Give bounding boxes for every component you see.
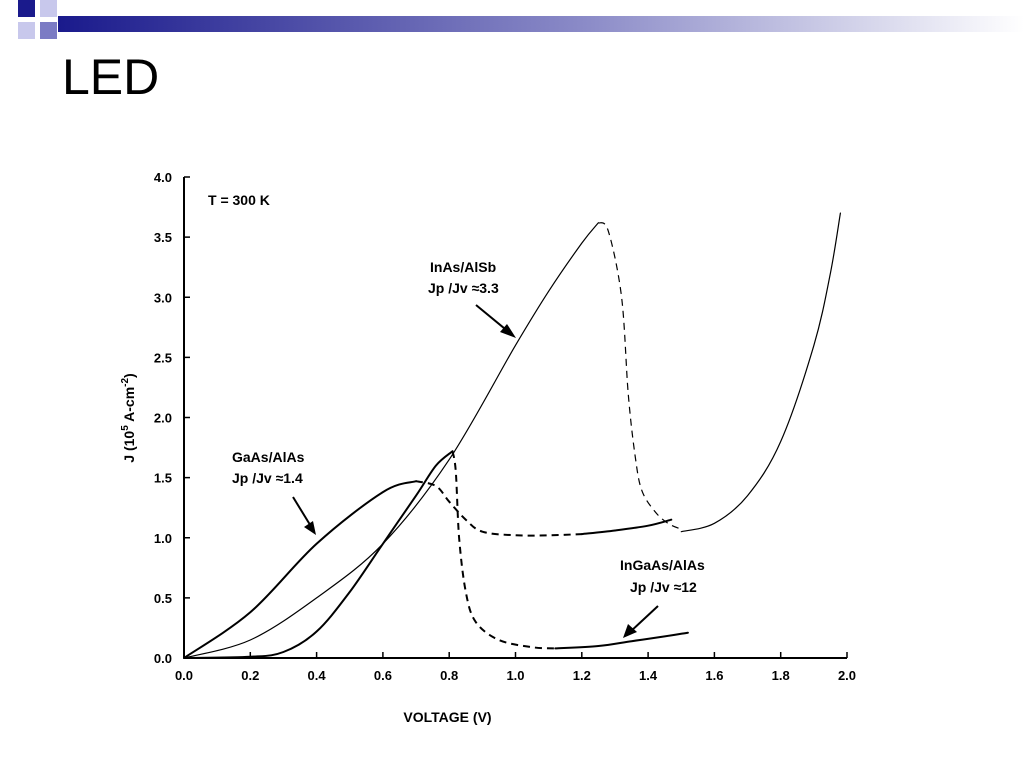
- x-tick-label: 1.8: [772, 668, 790, 683]
- series-line-inas-alsb-solid: [183, 222, 599, 659]
- chart-axes: 0.0 0.2 0.4 0.6 0.8 1.0 1.2 1.4 1.6 1.8 2.0 0.0 0.5 1…: [120, 170, 856, 725]
- y-tick-label: 2.5: [154, 350, 172, 365]
- x-tick-label: 1.6: [705, 668, 723, 683]
- x-tick-label: 0.4: [308, 668, 327, 683]
- x-tick-label: 0.0: [175, 668, 193, 683]
- series-line-ingaas-alas-solid: [183, 450, 454, 659]
- x-tick-label: 1.0: [506, 668, 524, 683]
- series-ratio-gaas-alas: Jp /Jv ≈1.4: [232, 470, 303, 486]
- y-tick-label: 0.5: [154, 591, 172, 606]
- y-tick-label: 0.0: [154, 651, 172, 666]
- y-tick-label: 3.0: [154, 290, 172, 305]
- header-square-light: [40, 0, 57, 17]
- y-tick-label: 1.0: [154, 531, 172, 546]
- series-label-ingaas-alas: InGaAs/AlAs: [620, 557, 705, 573]
- arrow-inas-alsb: [475, 304, 516, 338]
- series-line-inas-alsb-solid: [680, 212, 841, 533]
- series-line-gaas-alas-dashed: [415, 480, 582, 537]
- slide-title: LED: [62, 49, 160, 105]
- chart-annotations: T = 300 K InAs/AlSb Jp /Jv ≈3.3 GaAs/AlA…: [208, 192, 705, 638]
- series-line-inas-alsb-dashed: [598, 222, 682, 530]
- y-tick-label: 1.5: [154, 471, 172, 486]
- series-label-gaas-alas: GaAs/AlAs: [232, 449, 305, 465]
- header-square-light: [18, 22, 35, 39]
- series-label-inas-alsb: InAs/AlSb: [430, 259, 496, 275]
- x-axis-label: VOLTAGE (V): [403, 709, 491, 725]
- header-square-mid: [40, 22, 57, 39]
- x-tick-label: 0.2: [241, 668, 259, 683]
- series-line-gaas-alas-solid: [580, 518, 673, 536]
- x-tick-label: 0.8: [440, 668, 458, 683]
- y-tick-label: 3.5: [154, 230, 172, 245]
- series-line-gaas-alas-solid: [183, 480, 417, 659]
- x-tick-label: 1.2: [573, 668, 591, 683]
- x-tick-label: 0.6: [374, 668, 392, 683]
- y-tick-label: 4.0: [154, 170, 172, 185]
- header-gradient-band: [58, 16, 1024, 32]
- chart-curves: [183, 212, 841, 659]
- series-ratio-ingaas-alas: Jp /Jv ≈12: [630, 579, 697, 595]
- x-tick-label: 1.4: [639, 668, 658, 683]
- arrow-gaas-alas: [292, 496, 316, 535]
- x-tick-label: 2.0: [838, 668, 856, 683]
- y-tick-label: 2.0: [154, 411, 172, 426]
- series-line-ingaas-alas-solid: [554, 631, 689, 650]
- series-line-ingaas-alas-dashed: [451, 451, 556, 650]
- series-ratio-inas-alsb: Jp /Jv ≈3.3: [428, 280, 499, 296]
- temperature-annotation: T = 300 K: [208, 192, 270, 208]
- y-axis-label: J (105 A-cm-2): [120, 373, 137, 462]
- slide-header-decoration: [18, 0, 1024, 39]
- arrow-ingaas-alas: [623, 605, 659, 638]
- header-square-navy: [18, 0, 35, 17]
